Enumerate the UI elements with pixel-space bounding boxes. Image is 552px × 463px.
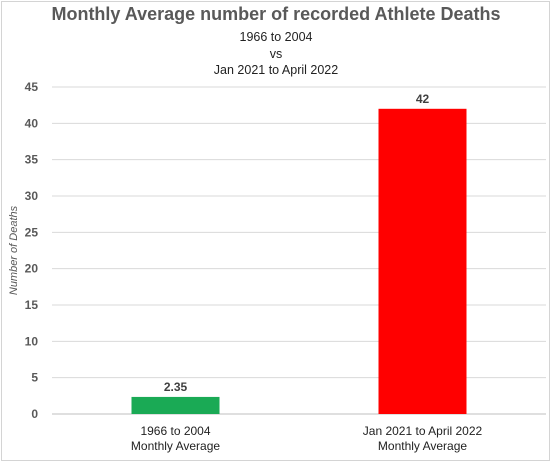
y-tick-label: 35 [25,153,39,167]
bar [378,108,467,415]
chart-subtitle-line-1: 1966 to 2004 [239,30,313,44]
data-label: 42 [416,92,430,106]
chart-title: Monthly Average number of recorded Athle… [51,4,501,24]
x-category-label: Monthly Average [378,439,467,453]
x-category-label: 1966 to 2004 [140,424,210,438]
y-tick-label: 15 [25,298,39,312]
y-tick-label: 25 [25,225,39,239]
chart-subtitle-line-3: Jan 2021 to April 2022 [213,63,339,77]
x-category-label: Monthly Average [131,439,220,453]
y-tick-label: 20 [25,262,39,276]
y-tick-label: 5 [31,371,38,385]
y-tick-label: 0 [31,407,38,421]
y-tick-label: 45 [25,80,39,94]
y-axis-title: Number of Deaths [8,205,20,295]
chart-subtitle-line-2: vs [269,47,283,61]
data-label: 2.35 [164,380,188,394]
y-tick-label: 30 [25,189,39,203]
x-category-label: Jan 2021 to April 2022 [363,424,483,438]
y-tick-label: 10 [25,334,39,348]
y-tick-label: 40 [25,116,39,130]
bar [131,396,220,414]
